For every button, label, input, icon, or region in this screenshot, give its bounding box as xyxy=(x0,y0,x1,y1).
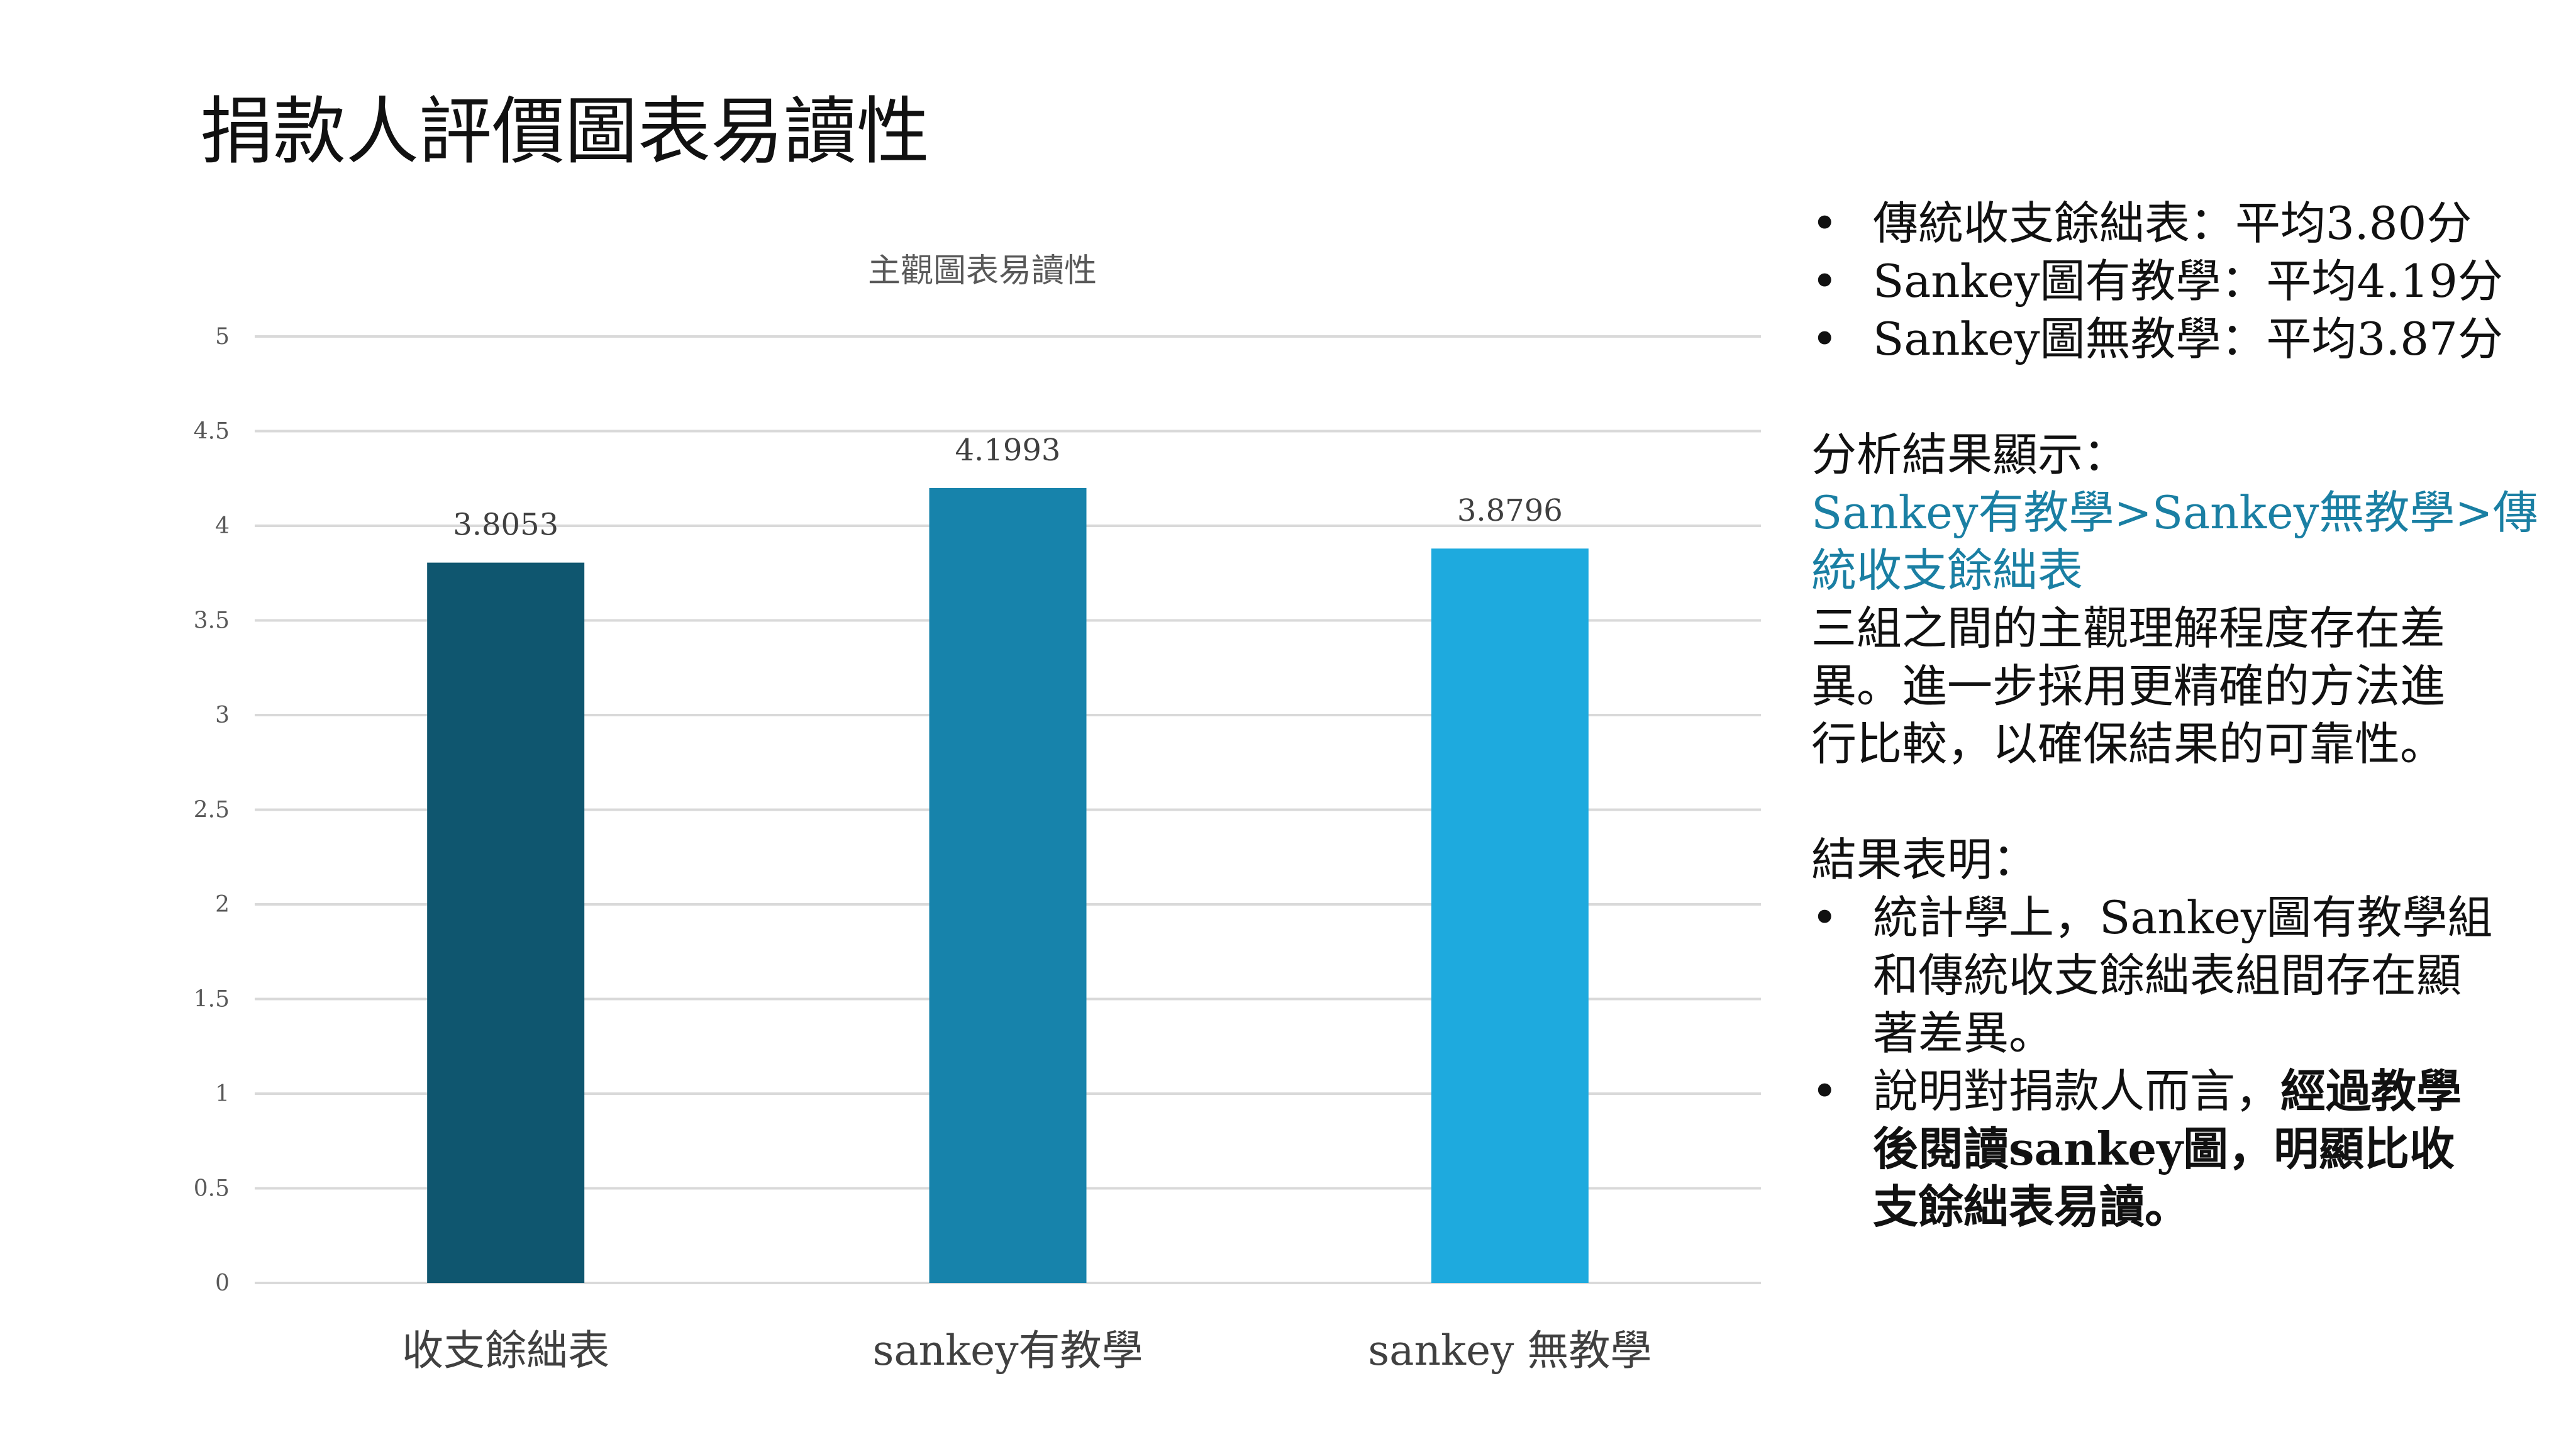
bar xyxy=(1431,548,1589,1283)
analysis-line-1: 三組之間的主觀理解程度存在差 xyxy=(1811,602,2446,655)
y-tick-label: 5 xyxy=(215,324,230,350)
bullet-icon: • xyxy=(1811,197,1838,250)
analysis-line-2: 異。進一步採用更精確的方法進 xyxy=(1811,660,2446,713)
bar xyxy=(929,488,1087,1283)
bullet-icon: • xyxy=(1811,1065,1838,1118)
y-tick-label: 4 xyxy=(215,513,230,539)
y-tick-label: 1.5 xyxy=(194,987,230,1013)
y-tick-label: 3 xyxy=(215,702,230,728)
bar xyxy=(427,562,585,1283)
data-label: 4.1993 xyxy=(955,433,1061,468)
ranking-line-1: Sankey有教學>Sankey無教學>傳 xyxy=(1811,486,2538,539)
chart-title: 主觀圖表易讀性 xyxy=(868,252,1097,290)
result-heading: 結果表明： xyxy=(1811,833,2038,886)
y-tick-label: 4.5 xyxy=(194,419,230,445)
y-tick-label: 1 xyxy=(215,1081,230,1107)
data-label: 3.8053 xyxy=(453,508,558,543)
ranking-line-2: 統收支餘絀表 xyxy=(1811,544,2084,597)
x-category-label: sankey有教學 xyxy=(872,1326,1143,1375)
bullet-icon: • xyxy=(1811,313,1838,365)
y-tick-label: 2.5 xyxy=(194,797,230,823)
x-category-label: sankey 無教學 xyxy=(1368,1326,1652,1375)
y-tick-label: 0 xyxy=(215,1270,230,1296)
analysis-line-3: 行比較，以確保結果的可靠性。 xyxy=(1811,718,2446,770)
y-tick-label: 3.5 xyxy=(194,608,230,634)
bullet-icon: • xyxy=(1811,891,1838,944)
bar-chart: 主觀圖表易讀性 0 0.5 1 1.5 2 2.5 3 3.5 4 4.5 5 3.8053 收支餘絀… xyxy=(194,252,1761,1375)
x-category-label: 收支餘絀表 xyxy=(402,1326,609,1375)
slide-title: 捐款人評價圖表易讀性 xyxy=(200,89,930,174)
analysis-heading: 分析結果顯示： xyxy=(1811,428,2129,481)
y-tick-label: 2 xyxy=(215,892,230,918)
bullet-icon: • xyxy=(1811,255,1838,308)
data-label: 3.8796 xyxy=(1457,493,1563,528)
y-tick-label: 0.5 xyxy=(194,1176,230,1202)
